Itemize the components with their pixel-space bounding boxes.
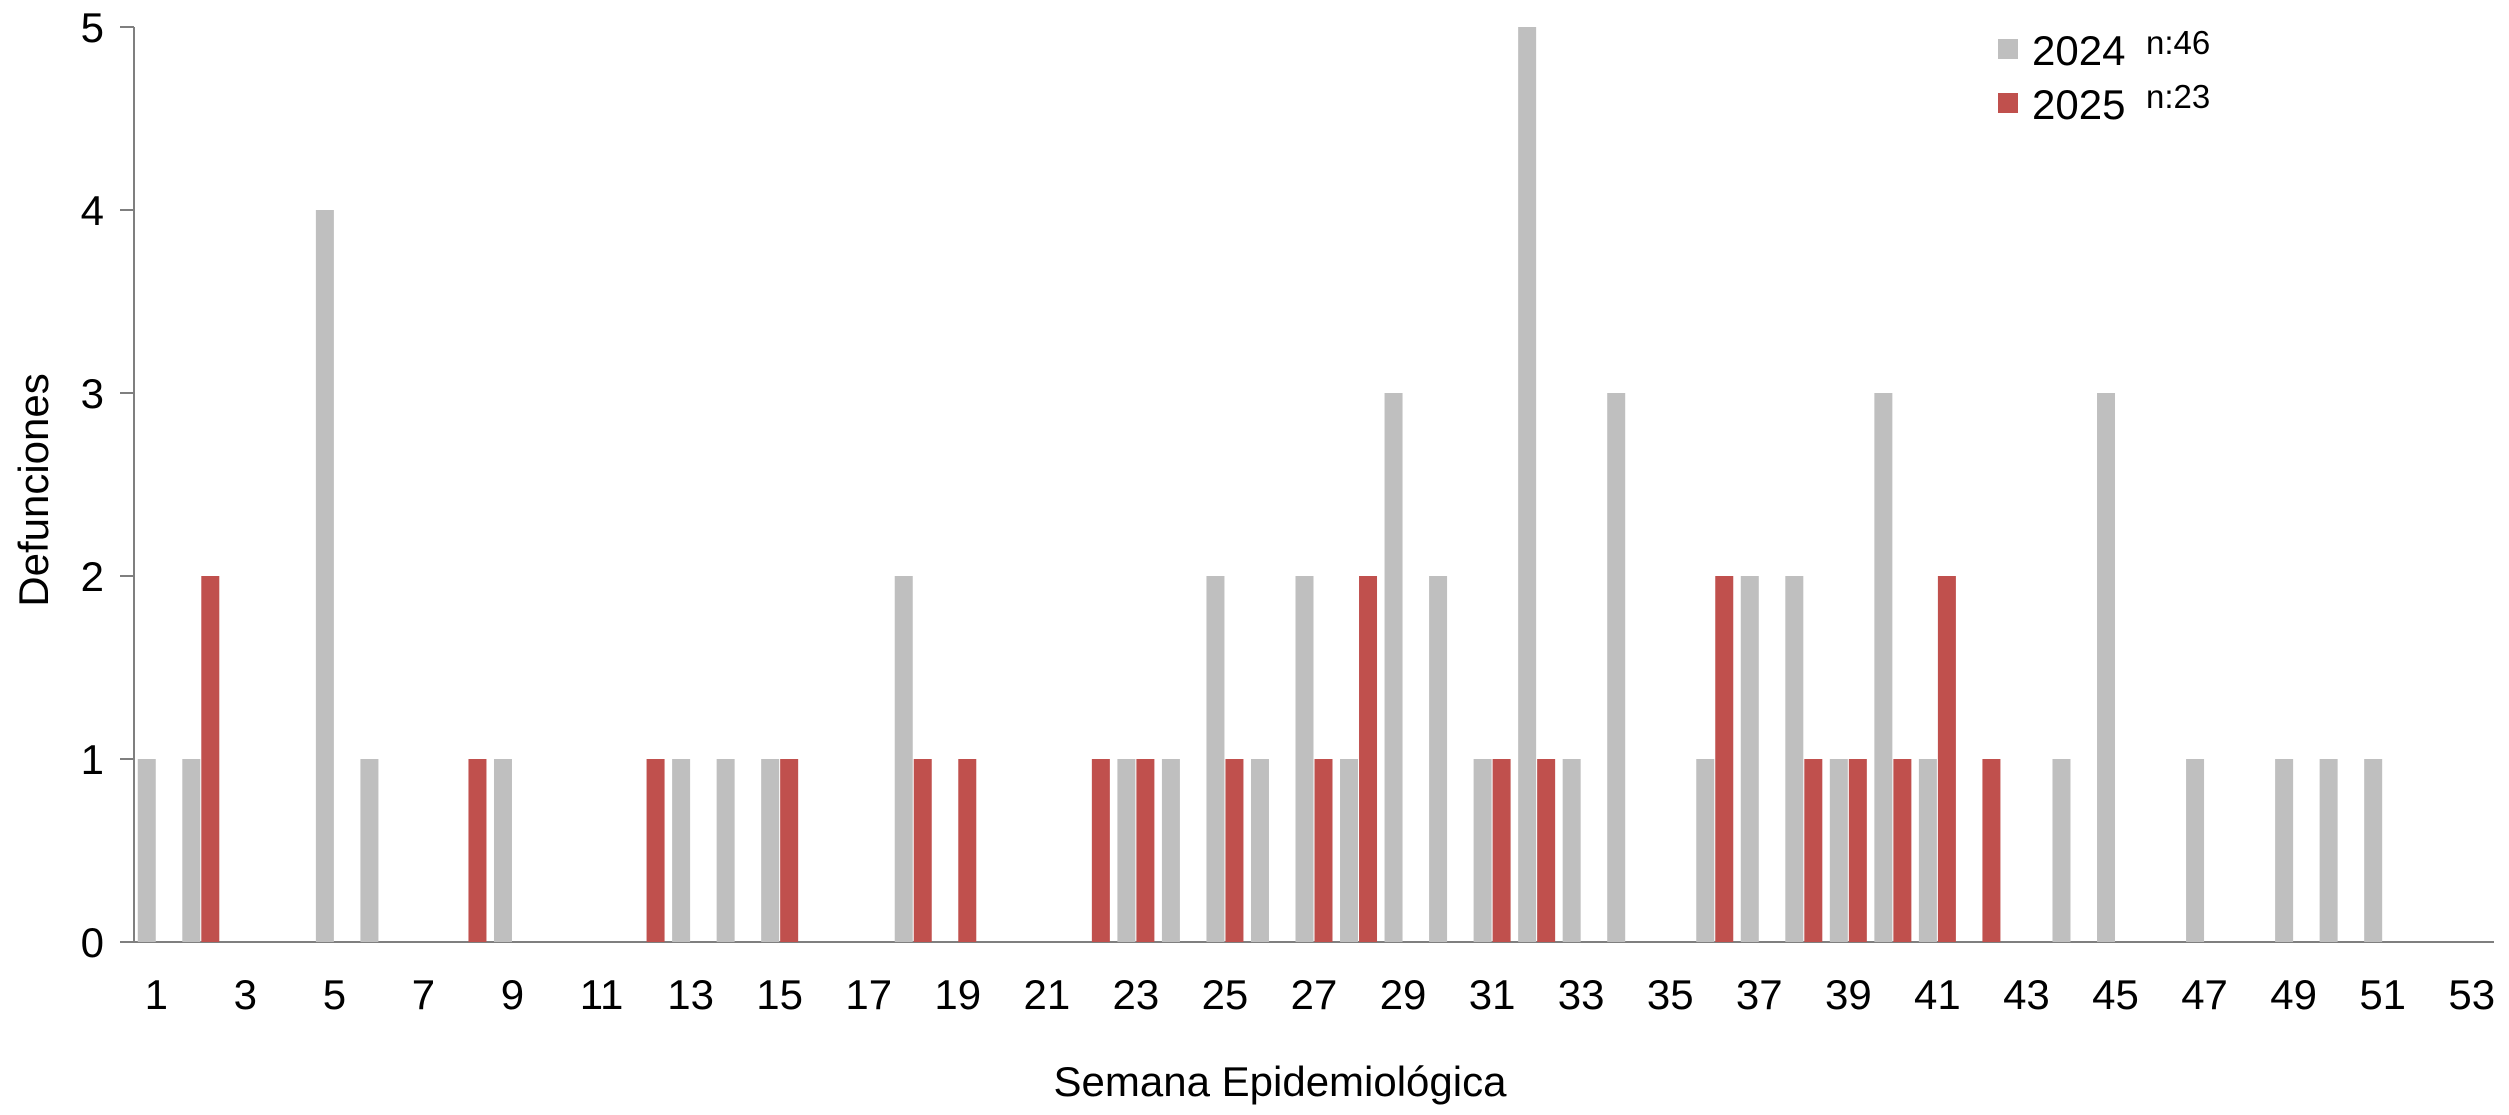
x-tick-label: 19 <box>934 971 981 1018</box>
bar-2025-week-28 <box>1359 576 1378 942</box>
x-tick-label: 11 <box>580 971 624 1018</box>
x-axis-title: Semana Epidemiológica <box>1054 1058 1508 1105</box>
bar-2025-week-36 <box>1715 576 1734 942</box>
bar-2024-week-32 <box>1518 27 1537 942</box>
bar-2024-week-18 <box>894 576 913 942</box>
x-tick-label: 15 <box>756 971 803 1018</box>
bar-2024-week-40 <box>1874 393 1893 942</box>
bar-2024-week-24 <box>1161 759 1180 942</box>
bar-2024-week-49 <box>2275 759 2294 942</box>
y-tick-label: 2 <box>81 553 104 600</box>
y-tick-label: 3 <box>81 370 104 417</box>
bar-2024-week-27 <box>1295 576 1314 942</box>
x-tick-label: 51 <box>2359 971 2406 1018</box>
bar-2024-week-47 <box>2186 759 2205 942</box>
bar-2025-week-40 <box>1893 759 1912 942</box>
bar-2025-week-41 <box>1937 576 1956 942</box>
bar-2025-week-23 <box>1136 759 1155 942</box>
x-tick-label: 43 <box>2003 971 2050 1018</box>
x-tick-label: 27 <box>1291 971 1338 1018</box>
bar-2024-week-51 <box>2364 759 2383 942</box>
x-tick-label: 1 <box>145 971 168 1018</box>
bar-2024-week-6 <box>360 759 379 942</box>
x-tick-label: 37 <box>1736 971 1783 1018</box>
bar-2025-week-2 <box>201 576 220 942</box>
bar-2024-week-29 <box>1384 393 1403 942</box>
x-tick-label: 45 <box>2092 971 2139 1018</box>
x-tick-label: 41 <box>1914 971 1961 1018</box>
bar-2024-week-50 <box>2319 759 2338 942</box>
x-tick-label: 31 <box>1469 971 1516 1018</box>
bar-2024-week-14 <box>716 759 735 942</box>
legend-swatch-2025 <box>1998 93 2018 113</box>
x-tick-label: 29 <box>1380 971 1427 1018</box>
x-tick-label: 47 <box>2181 971 2228 1018</box>
x-tick-label: 17 <box>845 971 892 1018</box>
bar-2024-week-45 <box>2097 393 2116 942</box>
bar-2025-week-25 <box>1225 759 1244 942</box>
bar-2025-week-27 <box>1314 759 1333 942</box>
x-tick-label: 49 <box>2270 971 2317 1018</box>
y-axis-title: Defunciones <box>10 373 57 606</box>
legend-label-2025: 2025 <box>2032 81 2125 128</box>
bar-2025-week-8 <box>468 759 487 942</box>
bar-2025-week-18 <box>913 759 932 942</box>
bar-2024-week-33 <box>1562 759 1581 942</box>
bar-2024-week-41 <box>1918 759 1937 942</box>
bar-2024-week-1 <box>137 759 156 942</box>
x-tick-label: 7 <box>412 971 435 1018</box>
bar-2025-week-12 <box>646 759 665 942</box>
bar-2024-week-38 <box>1785 576 1804 942</box>
bar-2024-week-15 <box>761 759 780 942</box>
bar-2024-week-37 <box>1740 576 1759 942</box>
y-axis: 0 1 2 3 4 5 <box>81 4 135 966</box>
y-tick-label: 1 <box>81 736 104 783</box>
bar-2025-week-32 <box>1537 759 1556 942</box>
x-tick-label: 21 <box>1023 971 1070 1018</box>
x-tick-label: 9 <box>501 971 524 1018</box>
bar-2024-week-36 <box>1696 759 1715 942</box>
y-tick-label: 5 <box>81 4 104 51</box>
bar-2024-week-26 <box>1250 759 1269 942</box>
x-axis: 1 3 5 7 9 11 13 15 17 19 21 23 25 27 29 31 33 35 37 39 41 43 4… <box>134 941 2495 1018</box>
bar-2024-week-39 <box>1829 759 1848 942</box>
bar-2024-week-34 <box>1607 393 1626 942</box>
bar-2024-week-5 <box>315 210 334 942</box>
bar-2024-week-30 <box>1429 576 1448 942</box>
bar-2025-week-19 <box>958 759 977 942</box>
bar-2025-week-15 <box>780 759 799 942</box>
bar-2024-week-44 <box>2052 759 2071 942</box>
bar-2025-week-39 <box>1848 759 1867 942</box>
x-tick-label: 35 <box>1647 971 1694 1018</box>
bar-2025-week-42 <box>1982 759 2001 942</box>
bar-2024-week-25 <box>1206 576 1225 942</box>
bar-2024-week-28 <box>1340 759 1359 942</box>
legend-label-2024: 2024 <box>2032 27 2125 74</box>
bar-2024-week-9 <box>493 759 512 942</box>
bar-2024-week-13 <box>672 759 691 942</box>
y-tick-label: 0 <box>81 919 104 966</box>
x-tick-label: 53 <box>2448 971 2495 1018</box>
x-tick-label: 33 <box>1558 971 1605 1018</box>
bars <box>137 27 2383 942</box>
bar-2025-week-38 <box>1804 759 1823 942</box>
y-tick-label: 4 <box>81 187 104 234</box>
legend-count-2025: n:23 <box>2146 78 2210 115</box>
legend-count-2024: n:46 <box>2146 24 2210 61</box>
bar-2024-week-23 <box>1117 759 1136 942</box>
bar-2025-week-31 <box>1492 759 1511 942</box>
bar-2024-week-31 <box>1473 759 1492 942</box>
x-tick-label: 5 <box>323 971 346 1018</box>
x-tick-label: 23 <box>1113 971 1160 1018</box>
x-tick-label: 3 <box>234 971 257 1018</box>
x-tick-label: 25 <box>1202 971 1249 1018</box>
legend: 2024 n:46 2025 n:23 <box>1998 24 2210 128</box>
x-tick-label: 39 <box>1825 971 1872 1018</box>
bar-2024-week-2 <box>182 759 201 942</box>
bar-2025-week-22 <box>1091 759 1110 942</box>
legend-swatch-2024 <box>1998 39 2018 59</box>
x-tick-label: 13 <box>667 971 714 1018</box>
